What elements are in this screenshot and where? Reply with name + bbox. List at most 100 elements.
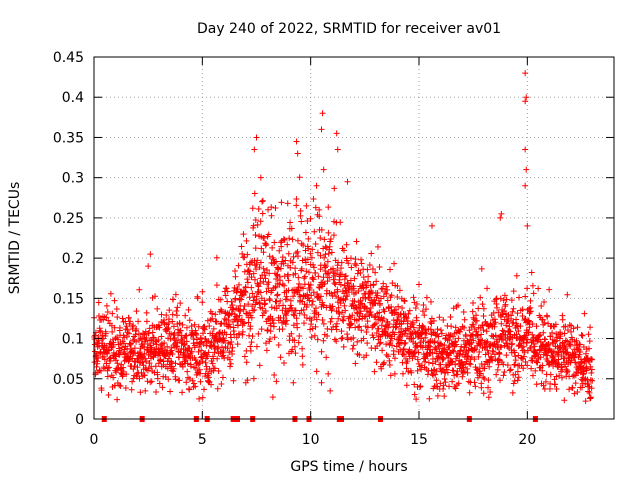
y-tick-label: 0.1 bbox=[62, 332, 84, 348]
data-point bbox=[273, 298, 280, 305]
data-point bbox=[455, 335, 462, 342]
data-point bbox=[241, 268, 248, 275]
data-point bbox=[174, 339, 181, 346]
data-point bbox=[248, 274, 255, 281]
data-point bbox=[493, 371, 500, 378]
data-point bbox=[515, 374, 522, 381]
data-point bbox=[450, 367, 457, 374]
data-point bbox=[373, 359, 380, 366]
data-point bbox=[403, 365, 410, 372]
data-point bbox=[426, 395, 433, 402]
data-point bbox=[370, 281, 377, 288]
data-point bbox=[244, 279, 251, 286]
data-point bbox=[437, 380, 444, 387]
data-point bbox=[402, 339, 409, 346]
data-point bbox=[263, 241, 270, 248]
data-point bbox=[496, 350, 503, 357]
data-point bbox=[169, 318, 176, 325]
data-point bbox=[508, 297, 515, 304]
data-point bbox=[420, 338, 427, 345]
data-point bbox=[261, 301, 268, 308]
data-point bbox=[339, 309, 346, 316]
data-point bbox=[575, 345, 582, 352]
data-point bbox=[376, 340, 383, 347]
data-point bbox=[244, 251, 251, 258]
data-point bbox=[585, 388, 592, 395]
data-point bbox=[375, 325, 382, 332]
data-point bbox=[179, 321, 186, 328]
data-point bbox=[522, 70, 529, 77]
data-point bbox=[267, 322, 274, 329]
data-point bbox=[223, 285, 230, 292]
data-point bbox=[339, 317, 346, 324]
data-point bbox=[363, 329, 370, 336]
data-point bbox=[189, 377, 196, 384]
data-point bbox=[502, 301, 509, 308]
data-point bbox=[133, 308, 140, 315]
data-point bbox=[586, 389, 593, 396]
data-point bbox=[147, 251, 154, 258]
data-point bbox=[410, 335, 417, 342]
data-point bbox=[414, 367, 421, 374]
data-point bbox=[509, 389, 516, 396]
data-point bbox=[492, 332, 499, 339]
data-point bbox=[317, 235, 324, 242]
data-point bbox=[248, 314, 255, 321]
data-point bbox=[277, 297, 284, 304]
data-point bbox=[386, 357, 393, 364]
data-point bbox=[152, 363, 159, 370]
plot-frame bbox=[93, 56, 615, 420]
data-point bbox=[95, 299, 102, 306]
data-point bbox=[243, 237, 250, 244]
data-point bbox=[404, 358, 411, 365]
data-point bbox=[278, 199, 285, 206]
data-point bbox=[114, 396, 121, 403]
data-point bbox=[383, 283, 390, 290]
data-point bbox=[433, 377, 440, 384]
data-point bbox=[336, 310, 343, 317]
data-point bbox=[317, 252, 324, 259]
data-point bbox=[335, 315, 342, 322]
data-point bbox=[572, 380, 579, 387]
data-point bbox=[227, 360, 234, 367]
data-point bbox=[320, 166, 327, 173]
data-point bbox=[492, 319, 499, 326]
data-point bbox=[345, 289, 352, 296]
data-point bbox=[290, 322, 297, 329]
data-point bbox=[284, 241, 291, 248]
data-point bbox=[455, 302, 462, 309]
data-point bbox=[376, 309, 383, 316]
data-point bbox=[348, 320, 355, 327]
data-point bbox=[324, 278, 331, 285]
data-point bbox=[107, 290, 114, 297]
data-point bbox=[237, 308, 244, 315]
data-point bbox=[293, 202, 300, 209]
data-point bbox=[213, 318, 220, 325]
data-point bbox=[280, 235, 287, 242]
data-point bbox=[469, 308, 476, 315]
data-point bbox=[197, 378, 204, 385]
data-point bbox=[297, 207, 304, 214]
data-point bbox=[249, 205, 256, 212]
data-point bbox=[275, 341, 282, 348]
data-point bbox=[508, 312, 515, 319]
data-point bbox=[453, 303, 460, 310]
data-point bbox=[191, 321, 198, 328]
data-point bbox=[412, 353, 419, 360]
y-tick-label: 0.4 bbox=[62, 90, 84, 106]
data-point bbox=[363, 352, 370, 359]
data-point bbox=[153, 388, 160, 395]
data-point bbox=[500, 372, 507, 379]
data-point bbox=[206, 323, 213, 330]
data-point bbox=[423, 306, 430, 313]
data-point bbox=[199, 299, 206, 306]
data-point bbox=[130, 322, 137, 329]
data-point bbox=[520, 365, 527, 372]
data-point bbox=[447, 313, 454, 320]
data-point bbox=[104, 309, 111, 316]
data-point bbox=[553, 373, 560, 380]
data-point bbox=[262, 242, 269, 249]
data-point bbox=[109, 336, 116, 343]
data-point bbox=[141, 331, 148, 338]
data-point bbox=[164, 365, 171, 372]
